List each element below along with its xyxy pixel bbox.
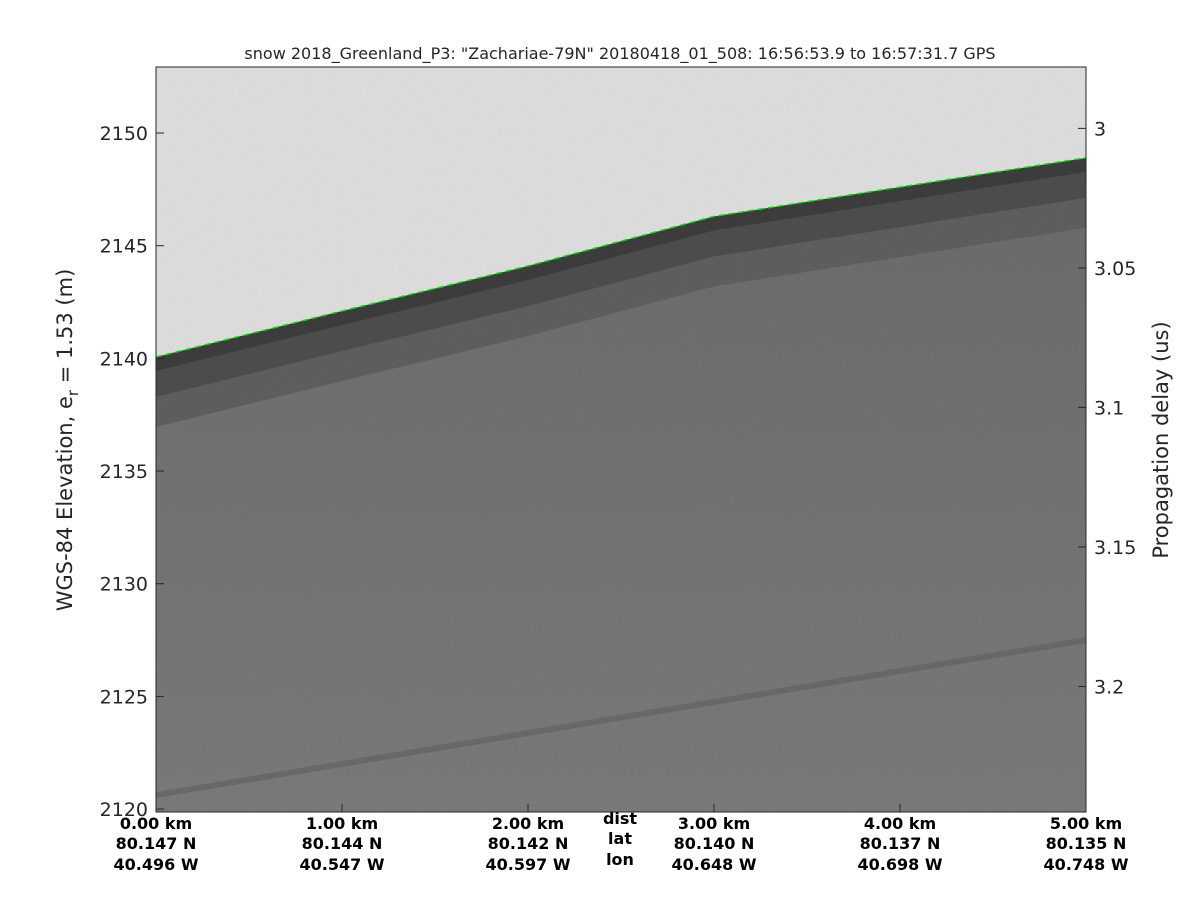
y2-tick-label: 3.05 [1094, 258, 1136, 280]
speckle [156, 67, 1086, 812]
lon-label: 40.496 W [114, 855, 199, 874]
lat-label: 80.144 N [302, 834, 383, 853]
y-tick-label: 2125 [100, 686, 148, 708]
x-tick-label: 3.00 km [678, 814, 750, 833]
y-tick-label: 2120 [100, 799, 148, 821]
y-tick-label: 2135 [100, 461, 148, 483]
lat-label: 80.140 N [674, 834, 755, 853]
y-axis-label-sub: r [64, 389, 82, 396]
x-tick-label: 5.00 km [1050, 814, 1122, 833]
x-tick-label: 4.00 km [864, 814, 936, 833]
lon-label: 40.698 W [858, 855, 943, 874]
y-axis-label-end: = 1.53 (m) [53, 269, 77, 390]
lon-label: 40.597 W [486, 855, 571, 874]
y2-tick-label: 3.15 [1094, 537, 1136, 559]
echogram [156, 67, 1086, 812]
lon-label: 40.648 W [672, 855, 757, 874]
y-tick-label: 2145 [100, 236, 148, 258]
lat-label: 80.137 N [860, 834, 941, 853]
x-tick-label: 2.00 km [492, 814, 564, 833]
row-header: lat [608, 829, 632, 848]
x-tick-label: 0.00 km [120, 814, 192, 833]
row-header: dist [603, 809, 637, 828]
lat-label: 80.142 N [488, 834, 569, 853]
row-header: lon [606, 850, 634, 869]
y2-axis-label: Propagation delay (us) [1149, 321, 1173, 558]
y-tick-label: 2140 [100, 348, 148, 370]
lat-label: 80.147 N [116, 834, 197, 853]
y-tick-label: 2150 [100, 123, 148, 145]
y2-tick-label: 3.1 [1094, 397, 1124, 419]
y-tick-label: 2130 [100, 574, 148, 596]
x-tick-label: 1.00 km [306, 814, 378, 833]
lon-label: 40.547 W [300, 855, 385, 874]
lat-label: 80.135 N [1046, 834, 1127, 853]
axes-box [155, 66, 1087, 813]
y-axis-label-main: WGS-84 Elevation, e [53, 396, 77, 611]
lon-label: 40.748 W [1044, 855, 1129, 874]
y-axis-label: WGS-84 Elevation, er = 1.53 (m) [53, 269, 82, 612]
y2-tick-label: 3.2 [1094, 676, 1124, 698]
surface-line [156, 157, 1086, 358]
y2-tick-label: 3 [1094, 118, 1106, 140]
chart-title: snow 2018_Greenland_P3: "Zachariae-79N" … [244, 44, 995, 64]
